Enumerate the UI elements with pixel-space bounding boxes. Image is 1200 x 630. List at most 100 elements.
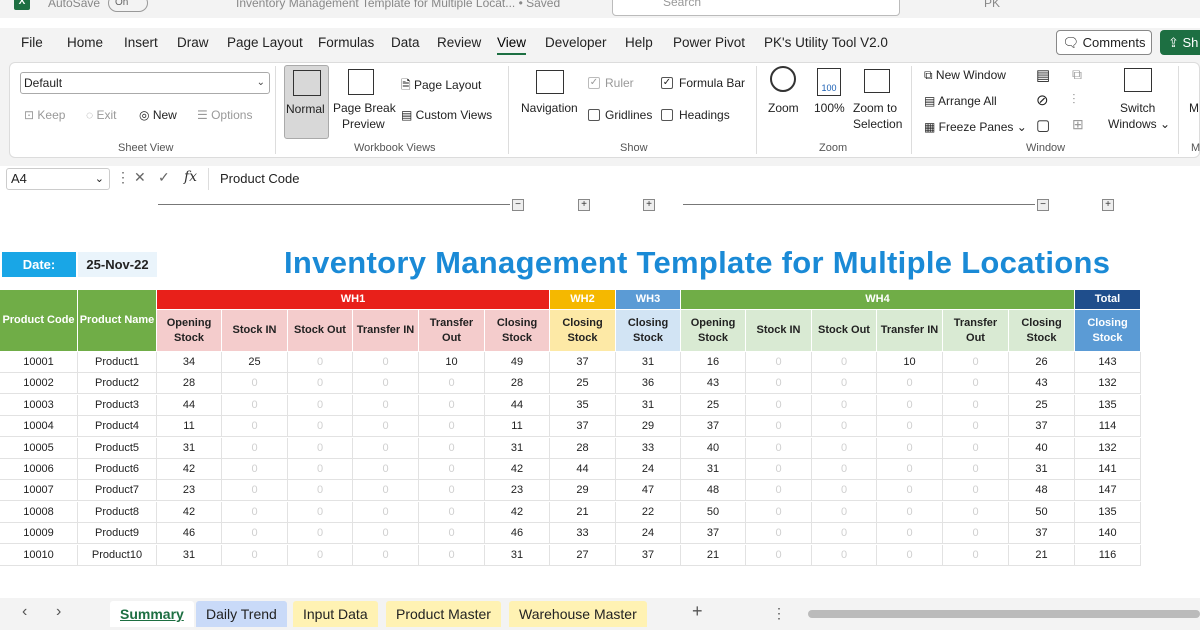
cancel-icon[interactable]: ✕: [134, 169, 146, 185]
table-cell[interactable]: 42: [485, 501, 550, 523]
table-cell[interactable]: 43: [1009, 373, 1075, 395]
table-cell[interactable]: 141: [1075, 459, 1141, 480]
table-cell[interactable]: 0: [812, 501, 877, 523]
macros-button[interactable]: M: [1189, 101, 1199, 115]
column-header[interactable]: Stock IN: [746, 310, 812, 352]
table-cell[interactable]: 10001: [0, 352, 78, 373]
table-cell[interactable]: 0: [746, 544, 812, 566]
menu-draw[interactable]: Draw: [177, 35, 209, 50]
previous-sheet-icon[interactable]: ‹: [22, 603, 28, 620]
table-cell[interactable]: 0: [353, 437, 419, 459]
table-cell[interactable]: 10: [877, 352, 943, 373]
table-cell[interactable]: 31: [485, 437, 550, 459]
menu-insert[interactable]: Insert: [124, 35, 158, 50]
header-product-code[interactable]: Product Code: [0, 290, 78, 352]
table-cell[interactable]: 0: [746, 394, 812, 416]
table-cell[interactable]: 29: [550, 480, 616, 502]
table-cell[interactable]: 0: [877, 501, 943, 523]
table-cell[interactable]: 16: [681, 352, 746, 373]
table-cell[interactable]: 0: [877, 373, 943, 395]
table-cell[interactable]: 47: [616, 480, 681, 502]
table-cell[interactable]: 0: [222, 523, 288, 545]
table-cell[interactable]: 10: [419, 352, 485, 373]
table-cell[interactable]: 0: [746, 501, 812, 523]
hide-icon[interactable]: ⊘: [1036, 92, 1049, 109]
table-cell[interactable]: 0: [746, 523, 812, 545]
table-cell[interactable]: 0: [877, 480, 943, 502]
keep-button[interactable]: ⊡ Keep: [24, 108, 66, 122]
switch-windows-button[interactable]: Switch: [1120, 101, 1156, 115]
table-cell[interactable]: 21: [550, 501, 616, 523]
gridlines-checkbox[interactable]: [588, 109, 600, 121]
table-cell[interactable]: 0: [353, 523, 419, 545]
table-cell[interactable]: 10006: [0, 459, 78, 480]
table-cell[interactable]: 36: [616, 373, 681, 395]
table-cell[interactable]: 0: [222, 394, 288, 416]
tab-input-data[interactable]: Input Data: [293, 601, 378, 627]
table-cell[interactable]: 46: [157, 523, 222, 545]
table-cell[interactable]: 0: [877, 544, 943, 566]
table-cell[interactable]: 147: [1075, 480, 1141, 502]
table-cell[interactable]: 0: [288, 459, 353, 480]
table-cell[interactable]: 50: [1009, 501, 1075, 523]
table-cell[interactable]: 24: [616, 523, 681, 545]
table-cell[interactable]: 10007: [0, 480, 78, 502]
table-cell[interactable]: 29: [616, 416, 681, 438]
table-cell[interactable]: Product5: [78, 437, 157, 459]
table-cell[interactable]: Product10: [78, 544, 157, 566]
table-cell[interactable]: 0: [353, 459, 419, 480]
table-cell[interactable]: 37: [1009, 416, 1075, 438]
column-header[interactable]: Opening Stock: [681, 310, 746, 352]
table-cell[interactable]: 0: [288, 416, 353, 438]
name-box[interactable]: A4 ⌄: [6, 168, 110, 190]
date-label[interactable]: Date:: [2, 252, 76, 277]
column-header[interactable]: Stock Out: [288, 310, 353, 352]
group-header-wh3[interactable]: WH3: [616, 290, 681, 310]
table-cell[interactable]: 0: [353, 352, 419, 373]
table-cell[interactable]: 0: [288, 480, 353, 502]
tab-summary[interactable]: Summary: [110, 601, 194, 627]
table-cell[interactable]: 31: [485, 544, 550, 566]
share-button[interactable]: ⇪ Sh: [1160, 30, 1200, 55]
table-cell[interactable]: 44: [485, 394, 550, 416]
menu-page-layout[interactable]: Page Layout: [227, 35, 303, 50]
menu-home[interactable]: Home: [67, 35, 104, 50]
more-options-icon[interactable]: ⋮: [772, 605, 786, 621]
table-cell[interactable]: 10010: [0, 544, 78, 566]
table-cell[interactable]: 28: [550, 437, 616, 459]
table-cell[interactable]: 135: [1075, 501, 1141, 523]
user-initials[interactable]: PK: [984, 0, 1001, 10]
menu-help[interactable]: Help: [625, 35, 653, 50]
menu-utility-tool[interactable]: PK's Utility Tool V2.0: [764, 35, 888, 50]
group-header-wh1[interactable]: WH1: [157, 290, 550, 310]
table-cell[interactable]: 0: [812, 437, 877, 459]
table-cell[interactable]: 10005: [0, 437, 78, 459]
table-cell[interactable]: 0: [419, 501, 485, 523]
table-cell[interactable]: 0: [943, 373, 1009, 395]
page-layout-button[interactable]: 🗎 Page Layout: [401, 78, 482, 92]
table-cell[interactable]: 0: [353, 480, 419, 502]
table-cell[interactable]: 0: [943, 544, 1009, 566]
new-button[interactable]: ◎ New: [139, 108, 177, 122]
table-cell[interactable]: 44: [550, 459, 616, 480]
table-cell[interactable]: Product6: [78, 459, 157, 480]
table-cell[interactable]: 143: [1075, 352, 1141, 373]
table-cell[interactable]: 0: [288, 373, 353, 395]
more-icon[interactable]: ⋮: [116, 169, 130, 185]
menu-developer[interactable]: Developer: [545, 35, 607, 50]
table-cell[interactable]: 0: [943, 437, 1009, 459]
table-cell[interactable]: 0: [419, 416, 485, 438]
table-cell[interactable]: 0: [419, 394, 485, 416]
table-cell[interactable]: 10003: [0, 394, 78, 416]
column-header[interactable]: Closing Stock: [485, 310, 550, 352]
table-cell[interactable]: 46: [485, 523, 550, 545]
table-cell[interactable]: 23: [157, 480, 222, 502]
menu-review[interactable]: Review: [437, 35, 482, 50]
table-cell[interactable]: 0: [222, 416, 288, 438]
table-cell[interactable]: 0: [877, 416, 943, 438]
comments-button[interactable]: 🗨 Comments: [1056, 30, 1152, 55]
table-cell[interactable]: 42: [485, 459, 550, 480]
tab-product-master[interactable]: Product Master: [386, 601, 501, 627]
table-cell[interactable]: 0: [288, 394, 353, 416]
sheet-view-dropdown[interactable]: Default ⌄: [20, 72, 270, 94]
